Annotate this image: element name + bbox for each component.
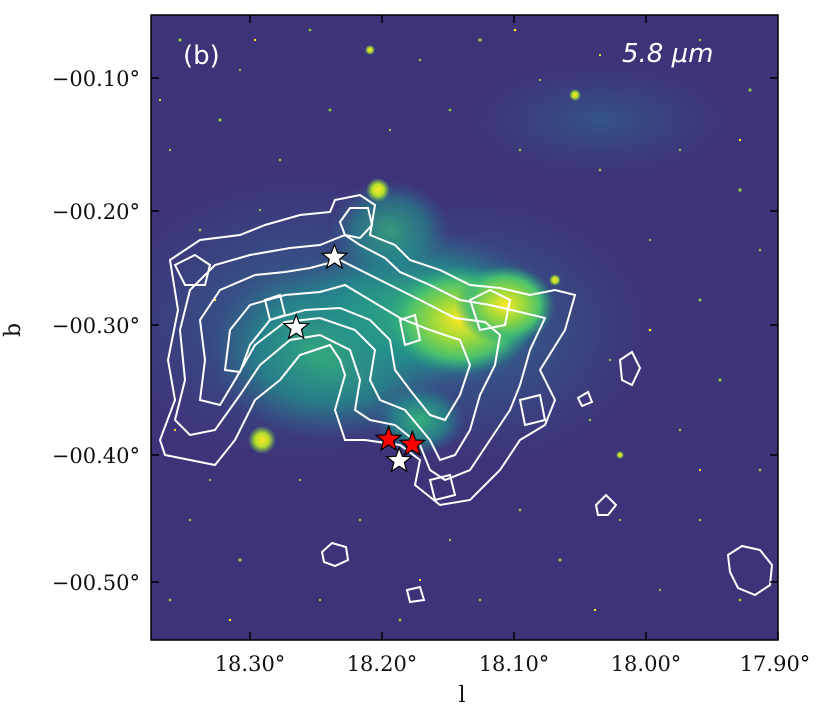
plot-frame bbox=[150, 14, 779, 641]
source-markers bbox=[282, 242, 427, 473]
contour-lines bbox=[158, 193, 774, 604]
panel-label: (b) bbox=[183, 41, 220, 71]
infrared-image bbox=[151, 15, 778, 640]
y-tick-label: −00.10° bbox=[52, 67, 140, 91]
x-tick-label: 17.90° bbox=[740, 652, 811, 676]
star-marker bbox=[398, 429, 427, 457]
x-tick-label: 18.00° bbox=[611, 652, 682, 676]
x-tick-label: 18.30° bbox=[215, 652, 286, 676]
band-label: 5.8 μm bbox=[622, 39, 713, 69]
y-tick-label: −00.20° bbox=[52, 200, 140, 224]
y-tick-label: −00.50° bbox=[52, 571, 140, 595]
y-tick-label: −00.30° bbox=[52, 314, 140, 338]
star-marker bbox=[282, 312, 311, 340]
x-tick-label: 18.20° bbox=[347, 652, 418, 676]
y-tick-label: −00.40° bbox=[52, 444, 140, 468]
star-marker bbox=[374, 424, 403, 452]
x-axis-label: l bbox=[458, 683, 465, 708]
axis-ticks bbox=[151, 15, 779, 640]
x-tick-label: 18.10° bbox=[479, 652, 550, 676]
star-marker bbox=[320, 242, 349, 270]
star-marker bbox=[385, 446, 414, 473]
y-axis-label: b bbox=[1, 323, 26, 337]
